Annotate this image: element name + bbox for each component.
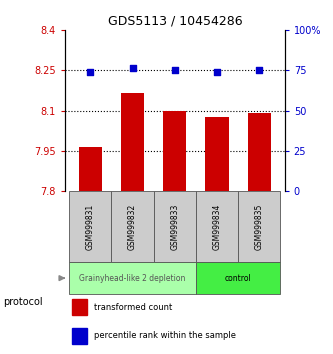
Point bbox=[88, 69, 93, 75]
Bar bbox=[196, 262, 280, 294]
Text: Grainyhead-like 2 depletion: Grainyhead-like 2 depletion bbox=[79, 274, 186, 282]
Title: GDS5113 / 10454286: GDS5113 / 10454286 bbox=[108, 15, 242, 28]
Bar bbox=[69, 191, 112, 262]
Bar bbox=[238, 191, 280, 262]
Bar bbox=[163, 111, 186, 191]
Text: GSM999832: GSM999832 bbox=[128, 204, 137, 250]
Text: percentile rank within the sample: percentile rank within the sample bbox=[94, 331, 235, 341]
Point bbox=[172, 68, 177, 73]
Text: GSM999835: GSM999835 bbox=[255, 204, 264, 250]
Bar bbox=[121, 93, 144, 191]
Text: GSM999831: GSM999831 bbox=[86, 204, 95, 250]
Bar bbox=[196, 191, 238, 262]
Text: protocol: protocol bbox=[3, 297, 43, 307]
Point bbox=[130, 65, 135, 70]
Bar bbox=[79, 147, 102, 191]
Bar bbox=[69, 262, 196, 294]
Point bbox=[257, 67, 262, 73]
Bar bbox=[112, 191, 154, 262]
Point bbox=[214, 69, 220, 75]
Bar bbox=[72, 329, 87, 343]
Bar bbox=[205, 117, 229, 191]
Text: GSM999834: GSM999834 bbox=[212, 204, 221, 250]
Text: transformed count: transformed count bbox=[94, 303, 172, 312]
Bar bbox=[154, 191, 196, 262]
Text: control: control bbox=[225, 274, 252, 282]
Bar bbox=[248, 113, 271, 191]
Text: GSM999833: GSM999833 bbox=[170, 204, 179, 250]
Bar bbox=[72, 299, 87, 315]
